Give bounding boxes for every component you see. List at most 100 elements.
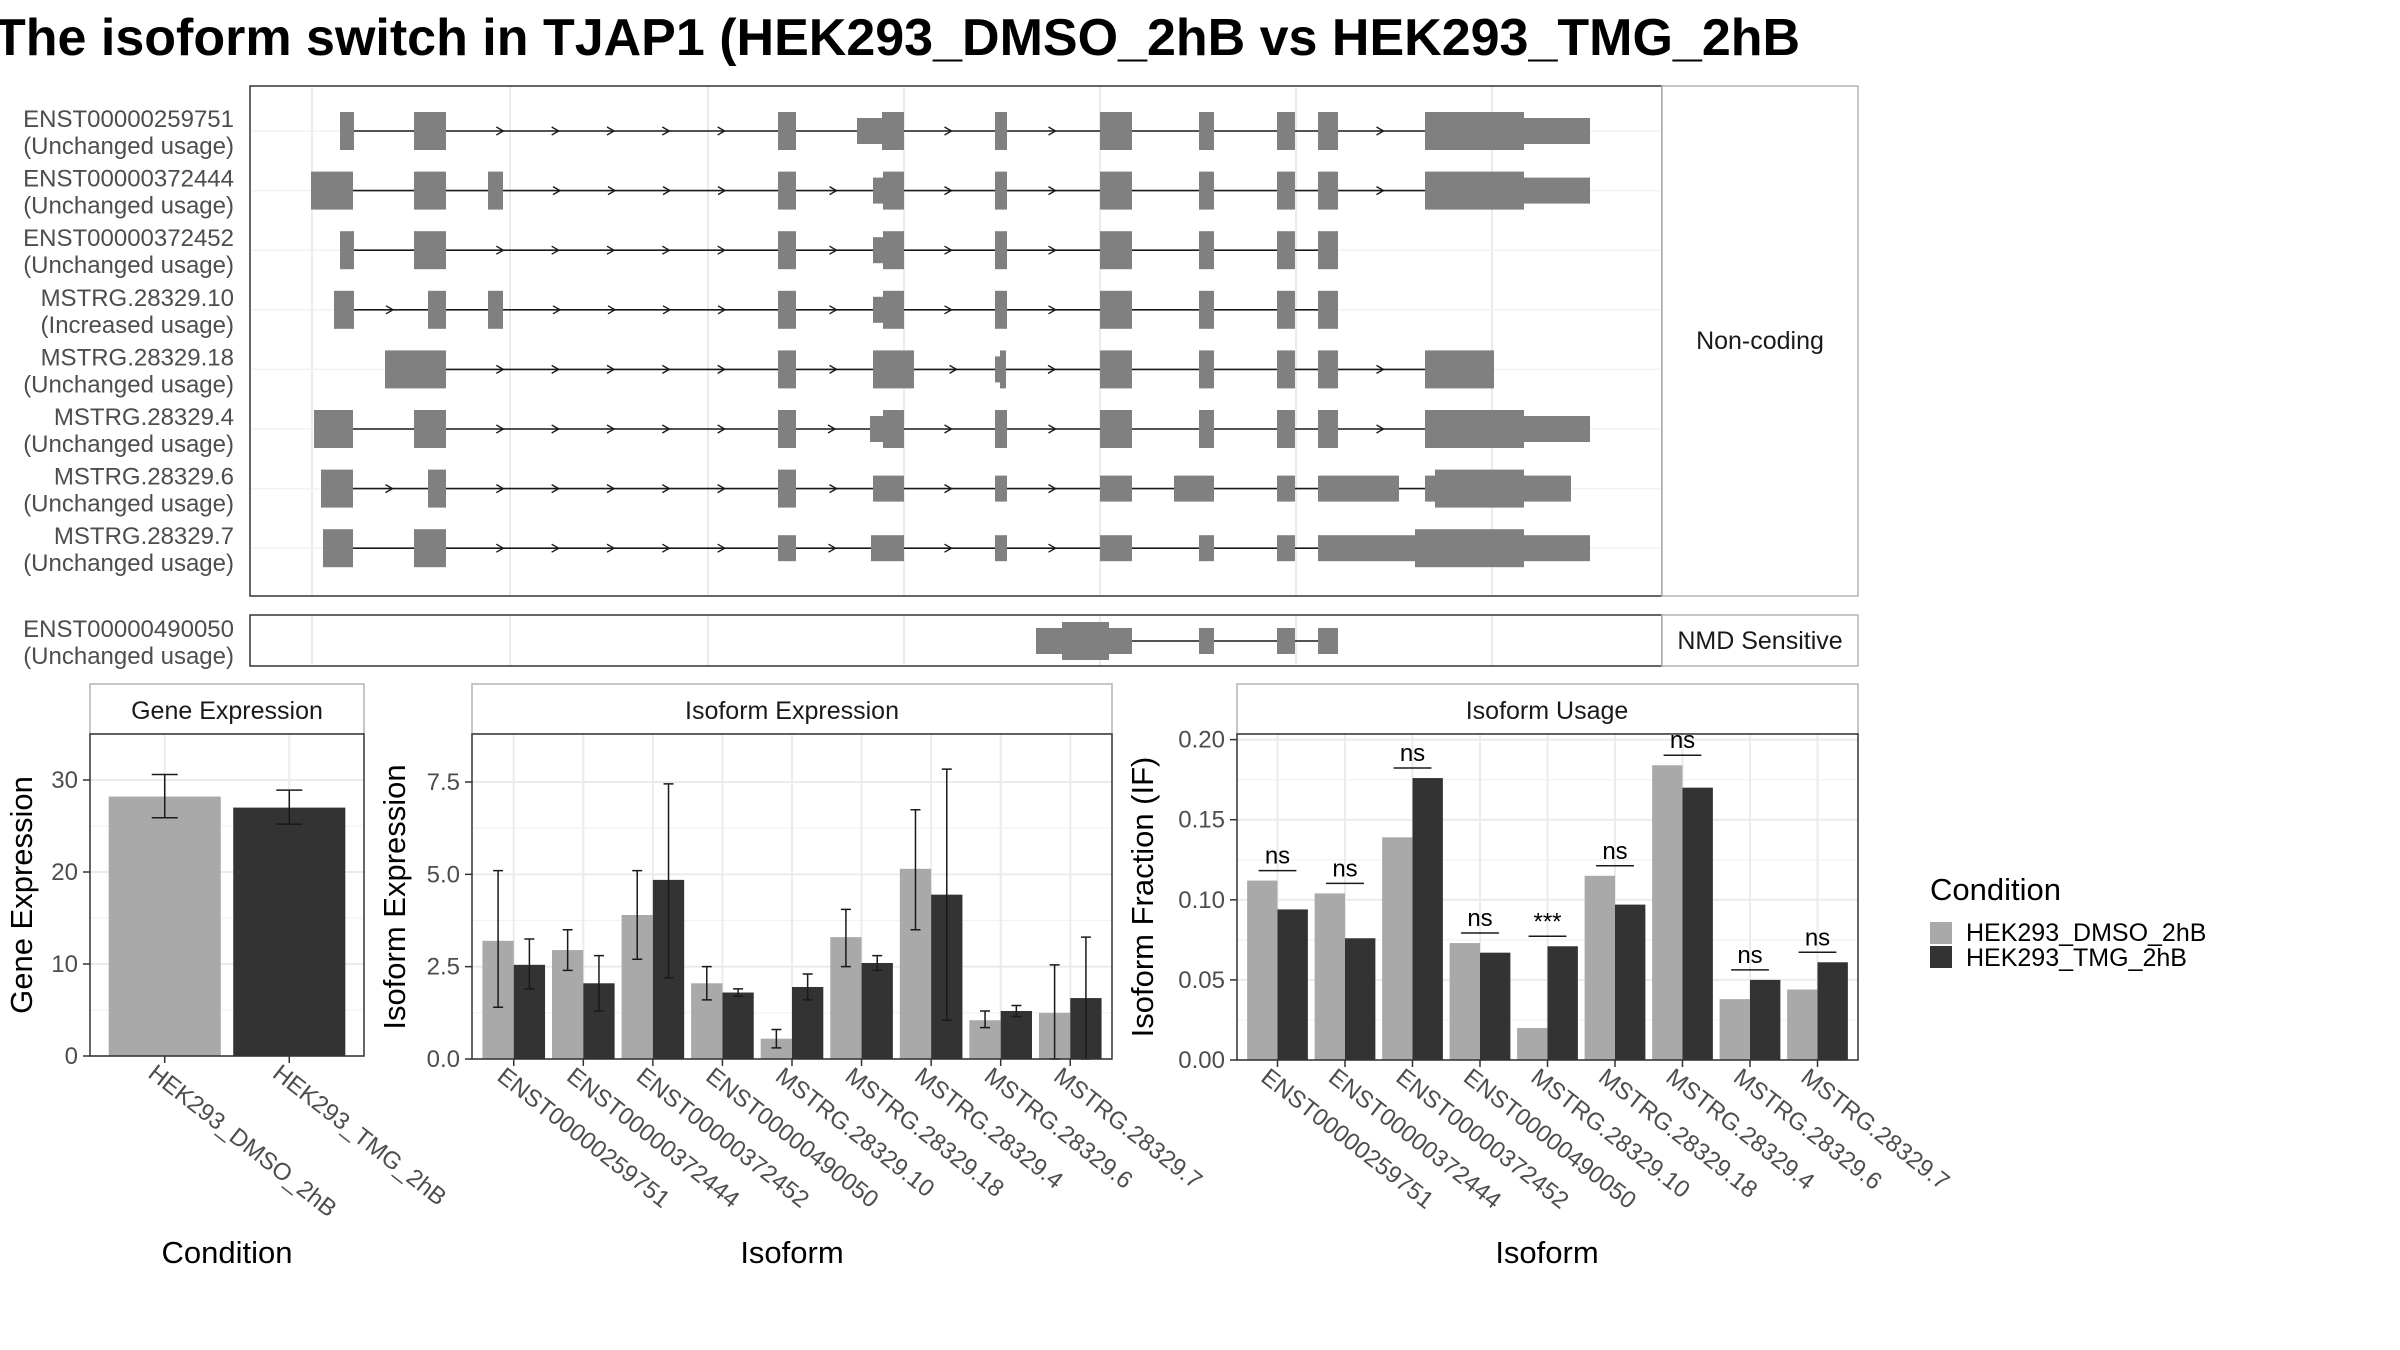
strand-arrow	[552, 305, 562, 315]
strand-arrow	[944, 424, 953, 434]
exon-cds	[1425, 350, 1494, 389]
exon-noncoding	[871, 535, 904, 562]
xlabel-isoform-usage: Isoform	[1495, 1235, 1598, 1270]
exon-noncoding	[1277, 628, 1295, 654]
strand-arrow	[829, 185, 838, 196]
exon-cds	[1100, 231, 1132, 270]
data-bar	[722, 992, 754, 1059]
data-bar	[1517, 1027, 1548, 1060]
transcript-usage-label: (Unchanged usage)	[23, 550, 234, 577]
strand-arrow	[717, 126, 727, 136]
strand-arrow	[662, 305, 672, 315]
exon-cds	[995, 112, 1007, 150]
exon-noncoding	[1524, 475, 1571, 502]
data-bar	[1412, 778, 1443, 1060]
y-tick-label: 0.00	[1178, 1047, 1225, 1074]
exon-noncoding	[995, 475, 1007, 502]
strand-arrow	[1048, 305, 1057, 315]
significance-label: ns	[1737, 942, 1762, 969]
strand-arrow	[661, 424, 671, 434]
ylabel-isoform-usage: Isoform Fraction (IF)	[1125, 757, 1160, 1038]
y-tick-label: 5.0	[427, 861, 460, 888]
transcript-usage-label: (Unchanged usage)	[23, 371, 234, 398]
exon-noncoding	[1524, 416, 1590, 442]
exon-noncoding	[778, 535, 796, 562]
data-bar	[1449, 943, 1480, 1060]
exon-cds	[778, 171, 796, 210]
group-label-nmd: NMD Sensitive	[1677, 627, 1842, 655]
exon-cds	[428, 290, 446, 329]
data-bar	[1719, 999, 1750, 1060]
strand-arrow	[661, 483, 671, 494]
exon-cds	[1277, 350, 1295, 389]
strand-arrow	[495, 424, 505, 434]
strand-arrow	[661, 543, 671, 553]
strand-arrow	[1376, 126, 1385, 136]
legend: Condition HEK293_DMSO_2hB HEK293_TMG_2hB	[1930, 872, 2206, 972]
exon-cds	[778, 112, 796, 150]
exon-cds	[1100, 350, 1132, 389]
transcript-usage-label: (Unchanged usage)	[23, 491, 234, 518]
transcript-rows-nmd	[1036, 622, 1338, 660]
exon-noncoding	[1524, 535, 1590, 562]
exon-noncoding	[1109, 628, 1132, 654]
gene-expression-panel: Gene Expression 0102030HEK293_DMSO_2hBHE…	[4, 683, 451, 1270]
exon-cds	[1425, 410, 1524, 448]
transcript-structure	[321, 469, 1571, 508]
legend-swatch-tmg	[1930, 946, 1952, 968]
legend-title: Condition	[1930, 872, 2061, 907]
exon-cds	[883, 290, 904, 329]
xlabel-gene-expression: Condition	[162, 1235, 293, 1270]
strand-arrow	[1047, 364, 1057, 375]
strand-arrow	[662, 185, 672, 196]
transcript-structure	[314, 410, 1590, 448]
significance-label: ns	[1332, 855, 1357, 882]
transcript-id-label: ENST00000490050	[23, 616, 234, 643]
exon-noncoding	[1036, 628, 1062, 654]
exon-cds	[414, 231, 446, 270]
strand-arrow	[495, 245, 505, 255]
error-bar	[701, 965, 712, 1001]
strand-arrow	[827, 424, 837, 434]
exon-noncoding	[1199, 628, 1214, 654]
exon-noncoding	[995, 535, 1007, 562]
strand-arrow	[551, 364, 561, 375]
strand-arrow	[717, 483, 727, 494]
transcript-id-label: MSTRG.28329.7	[54, 523, 234, 550]
strand-arrow	[551, 424, 561, 434]
transcript-panel-nmd	[249, 614, 1663, 667]
error-bar	[276, 789, 303, 825]
strand-arrow	[717, 185, 727, 196]
strand-arrow	[1048, 543, 1057, 553]
exon-noncoding	[1199, 535, 1214, 562]
transcript-structure	[385, 350, 1494, 389]
y-tick-label: 0.0	[427, 1046, 460, 1073]
transcript-usage-label: (Unchanged usage)	[23, 133, 234, 160]
transcript-structure	[340, 231, 1338, 270]
exon-cds	[883, 231, 904, 270]
exon-cds	[1318, 112, 1338, 150]
exon-cds	[1100, 112, 1132, 150]
data-bar	[1682, 787, 1713, 1060]
exon-cds	[1318, 290, 1338, 329]
exon-cds	[340, 112, 354, 150]
exon-noncoding	[873, 237, 883, 264]
transcript-id-label: ENST00000372444	[23, 166, 234, 193]
strand-arrow	[717, 424, 727, 434]
error-bar	[771, 1028, 782, 1049]
y-tick-label: 2.5	[427, 954, 460, 981]
legend-swatch-dmso	[1930, 922, 1952, 944]
group-label-noncoding: Non-coding	[1696, 327, 1824, 355]
strand-arrow	[661, 126, 671, 136]
exon-cds	[778, 350, 796, 389]
exon-noncoding	[1524, 118, 1590, 144]
exon-cds	[1100, 410, 1132, 448]
significance-label: ***	[1533, 908, 1561, 935]
exon-cds	[321, 469, 353, 508]
data-bar	[1345, 938, 1376, 1060]
exon-noncoding	[1318, 475, 1399, 502]
legend-label-tmg: HEK293_TMG_2hB	[1966, 944, 2187, 972]
transcript-id-label: MSTRG.28329.18	[41, 344, 234, 371]
strand-arrow	[829, 245, 838, 255]
exon-cds	[1318, 410, 1338, 448]
